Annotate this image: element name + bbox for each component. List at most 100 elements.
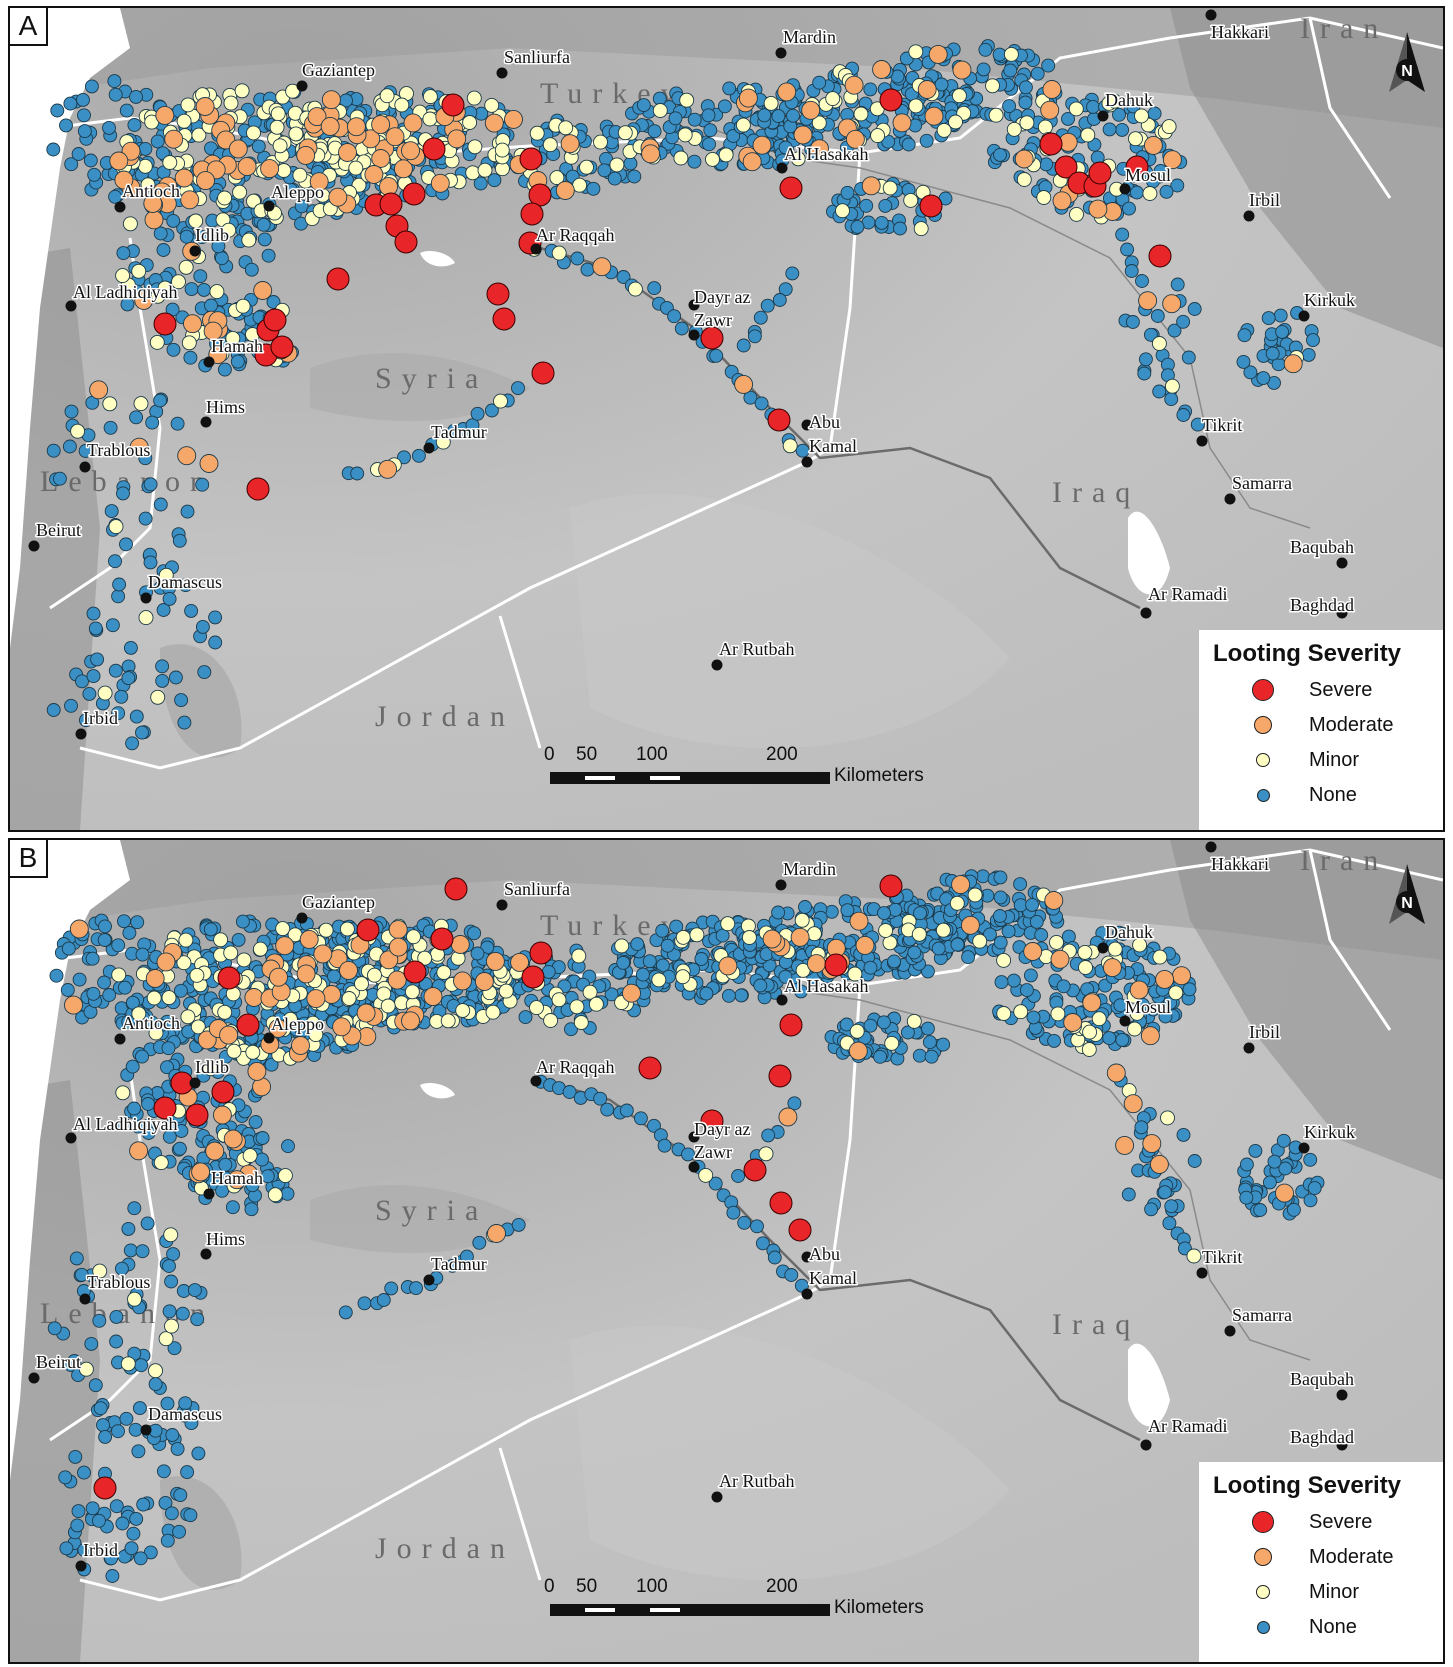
site-point-none: [174, 693, 189, 708]
site-point-none: [1239, 1190, 1254, 1205]
site-point-none: [607, 171, 622, 186]
scale-tick: 50: [576, 744, 598, 765]
site-point-moderate: [219, 1025, 239, 1045]
country-label: Jordan: [375, 700, 515, 733]
site-point-severe: [402, 182, 426, 206]
site-point-none: [1170, 277, 1185, 292]
legend-swatch: [1252, 679, 1274, 701]
site-point-minor: [455, 1003, 471, 1018]
site-point-none: [778, 140, 793, 155]
site-point-minor: [97, 685, 113, 701]
site-point-none: [58, 1470, 73, 1485]
site-point-none: [138, 511, 153, 526]
site-point-none: [125, 736, 140, 751]
site-point-none: [1278, 1161, 1293, 1176]
site-point-minor: [217, 1004, 233, 1020]
site-point-moderate: [129, 437, 149, 457]
site-point-minor: [935, 922, 951, 938]
site-point-moderate: [1275, 1183, 1294, 1203]
site-point-none: [67, 1354, 82, 1368]
site-point-none: [1034, 928, 1049, 942]
site-point-none: [1303, 1152, 1318, 1167]
site-point-minor: [348, 160, 364, 176]
site-point-minor: [493, 393, 508, 409]
site-point-moderate: [403, 113, 423, 133]
site-point-severe: [153, 1096, 177, 1120]
city-label: Al Ladhiqiyah: [73, 1114, 177, 1134]
site-point-none: [669, 919, 684, 934]
city-marker: [189, 1077, 201, 1089]
site-point-severe: [153, 312, 177, 336]
site-point-severe: [1148, 244, 1172, 268]
site-point-none: [49, 968, 64, 983]
site-point-none: [175, 1306, 190, 1321]
site-point-minor: [1082, 1024, 1098, 1040]
site-point-minor: [485, 1004, 501, 1020]
legend-label: Minor: [1309, 1581, 1360, 1603]
site-point-moderate: [296, 964, 316, 984]
site-point-moderate: [1040, 100, 1060, 120]
city-label: Irbil: [1249, 190, 1280, 210]
site-point-none: [1157, 1185, 1172, 1200]
country-label: Iran: [1300, 844, 1388, 877]
site-point-none: [111, 1424, 125, 1439]
site-point-none: [593, 1091, 608, 1106]
site-point-none: [112, 577, 127, 592]
site-point-moderate: [114, 170, 134, 190]
city-marker: [1336, 1439, 1348, 1451]
city-marker: [189, 245, 201, 257]
map-panel-a: Turkey Syria Lebanon Iraq Jordan Iran Gaziante…: [8, 6, 1445, 832]
site-point-severe: [779, 176, 803, 200]
scale-unit: Kilometers: [834, 1597, 924, 1618]
site-point-none: [674, 321, 689, 336]
site-point-none: [173, 983, 188, 998]
city-label: Ar Rutbah: [719, 639, 795, 659]
site-point-minor: [1160, 1110, 1175, 1126]
site-point-severe: [185, 1103, 209, 1127]
site-point-none: [840, 903, 855, 918]
site-point-none: [85, 1501, 100, 1516]
site-point-moderate: [1149, 1154, 1169, 1174]
site-point-minor: [614, 938, 630, 954]
site-point-none: [1239, 1157, 1254, 1172]
legend-swatch: [1256, 1585, 1270, 1599]
site-point-none: [52, 471, 67, 486]
scale-tick: 100: [636, 744, 668, 765]
country-label: Syria: [375, 362, 488, 395]
site-point-none: [795, 443, 810, 458]
site-point-none: [187, 1283, 202, 1298]
svg-text:N: N: [1401, 63, 1413, 80]
city-label: Al Ladhiqiyah: [73, 282, 177, 302]
site-point-severe: [430, 927, 454, 951]
svg-text:N: N: [1401, 895, 1413, 912]
site-point-minor: [1037, 119, 1053, 135]
site-point-moderate: [844, 75, 864, 95]
site-point-minor: [551, 245, 567, 261]
site-point-none: [86, 669, 101, 684]
site-point-none: [778, 969, 793, 984]
site-point-none: [195, 230, 210, 245]
site-point-moderate: [848, 1041, 868, 1061]
site-point-none: [103, 420, 118, 435]
site-point-minor: [267, 1187, 283, 1203]
site-point-none: [647, 124, 662, 139]
city-marker: [1243, 210, 1255, 222]
site-point-none: [264, 1057, 279, 1072]
site-point-minor: [551, 992, 567, 1008]
site-point-none: [747, 329, 762, 344]
site-point-none: [257, 232, 272, 247]
site-point-none: [1146, 1002, 1161, 1017]
city-label: Damascus: [148, 572, 222, 592]
site-point-moderate: [1143, 135, 1163, 155]
site-point-minor: [148, 1025, 164, 1041]
city-marker: [1205, 841, 1217, 853]
city-marker: [79, 1293, 91, 1305]
site-point-minor: [790, 151, 806, 167]
site-point-none: [731, 1169, 746, 1183]
site-point-none: [193, 269, 208, 284]
site-point-none: [1003, 63, 1018, 78]
city-marker: [1298, 1142, 1310, 1154]
site-point-minor: [1161, 119, 1177, 135]
site-point-minor: [985, 78, 1000, 94]
site-point-moderate: [269, 967, 288, 987]
